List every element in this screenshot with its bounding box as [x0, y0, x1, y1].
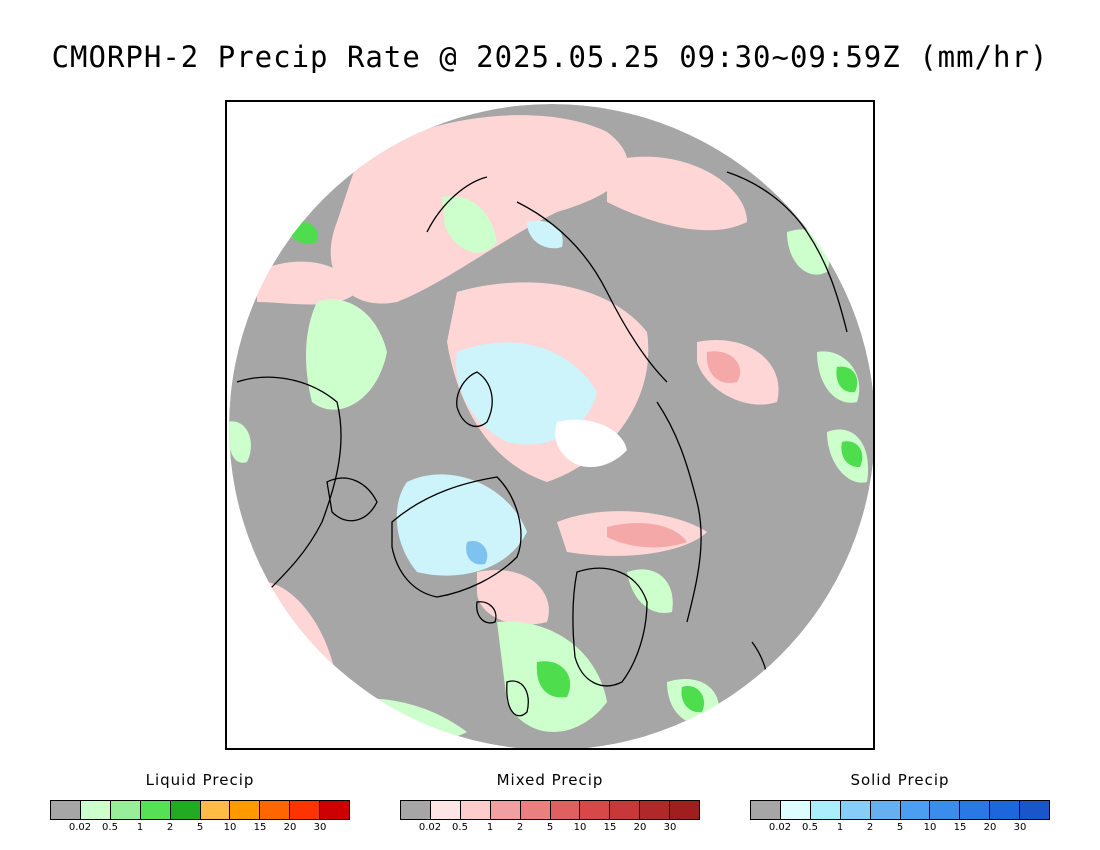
- legend-swatch: [1020, 801, 1050, 819]
- legend-ticks: 0.02 0.5 1 2 5 10 15 20 30: [750, 822, 1050, 836]
- legend-mixed-precip: Mixed Precip 0.02 0.5 1 2 5 10 15 20 30: [400, 770, 700, 836]
- mixed-precip-moderate-areas: [607, 351, 741, 548]
- legend-tick-label: 20: [983, 822, 997, 833]
- legend-swatch: [960, 801, 991, 819]
- legend-tick-label: 5: [196, 822, 204, 833]
- legend-swatch: [170, 801, 201, 819]
- polar-data-gap: [555, 419, 627, 468]
- legend-colorbar: [50, 800, 350, 820]
- legend-swatch: [930, 801, 961, 819]
- legend-tick-label: 30: [313, 822, 327, 833]
- legend-swatch: [490, 801, 521, 819]
- liquid-precip-heavy-areas: [287, 220, 863, 713]
- legend-swatch: [751, 801, 781, 819]
- polar-map: [227, 102, 873, 748]
- legend-colorbar: [750, 800, 1050, 820]
- legend-tick-label: 2: [166, 822, 174, 833]
- legend-tick-label: 0.5: [802, 822, 818, 833]
- legend-swatch: [840, 801, 871, 819]
- legend-swatch: [900, 801, 931, 819]
- legend-swatch: [260, 801, 291, 819]
- legend-ticks: 0.02 0.5 1 2 5 10 15 20 30: [50, 822, 350, 836]
- greenland-coastline: [391, 476, 522, 598]
- legend-swatch: [51, 801, 81, 819]
- legend-liquid-precip: Liquid Precip 0.02 0.5 1 2 5 10 15 20 30: [50, 770, 350, 836]
- legend-swatch: [80, 801, 111, 819]
- iceland-coastline: [476, 601, 497, 624]
- legend-title: Mixed Precip: [496, 771, 604, 789]
- legend-tick-label: 1: [486, 822, 494, 833]
- legend-swatch: [110, 801, 141, 819]
- legend-tick-label: 5: [896, 822, 904, 833]
- russia-coastline: [656, 401, 702, 623]
- legend-swatch: [640, 801, 671, 819]
- british-isles-coastline: [506, 680, 529, 717]
- legend-swatch: [430, 801, 461, 819]
- legend-tick-label: 0.5: [102, 822, 118, 833]
- legend-tick-label: 10: [223, 822, 237, 833]
- legend-tick-label: 30: [663, 822, 677, 833]
- legend-swatch: [580, 801, 611, 819]
- legend-swatch: [870, 801, 901, 819]
- map-frame: [225, 100, 875, 750]
- legend-tick-label: 0.5: [452, 822, 468, 833]
- legend-solid-precip: Solid Precip 0.02 0.5 1 2 5 10 15 20 30: [750, 770, 1050, 836]
- legend-swatch: [780, 801, 811, 819]
- solid-precip-areas: [396, 220, 597, 576]
- legend-tick-label: 30: [1013, 822, 1027, 833]
- solid-precip-moderate-areas: [466, 541, 488, 565]
- legend-tick-label: 20: [633, 822, 647, 833]
- legend-title: Solid Precip: [850, 771, 950, 789]
- legend-swatch: [460, 801, 491, 819]
- east-asia-coastline: [726, 171, 848, 333]
- legend-swatch: [401, 801, 431, 819]
- legend-swatch: [140, 801, 171, 819]
- siberia-coastline: [516, 201, 668, 383]
- alaska-coastline: [426, 176, 488, 233]
- legend-swatch: [670, 801, 700, 819]
- legend-ticks: 0.02 0.5 1 2 5 10 15 20 30: [400, 822, 700, 836]
- coastlines: [236, 171, 848, 717]
- legend-tick-label: 0.02: [768, 822, 792, 833]
- legend-swatch: [290, 801, 321, 819]
- legend-tick-label: 10: [573, 822, 587, 833]
- baffin-coastline: [326, 477, 378, 522]
- legend-swatch: [610, 801, 641, 819]
- legend-tick-label: 10: [923, 822, 937, 833]
- legend-tick-label: 0.02: [68, 822, 92, 833]
- legend-swatch: [230, 801, 261, 819]
- legend-swatch: [990, 801, 1021, 819]
- legend-tick-label: 15: [253, 822, 267, 833]
- legend-swatch: [320, 801, 350, 819]
- legend-tick-label: 0.02: [418, 822, 442, 833]
- legend-tick-label: 5: [546, 822, 554, 833]
- legend-tick-label: 1: [136, 822, 144, 833]
- legend-tick-label: 15: [603, 822, 617, 833]
- legend-swatch: [200, 801, 231, 819]
- scandinavia-coastline: [572, 567, 648, 687]
- legend-colorbar: [400, 800, 700, 820]
- ellesmere-coastline: [456, 371, 493, 427]
- legend-tick-label: 15: [953, 822, 967, 833]
- legend-title: Liquid Precip: [145, 771, 255, 789]
- legend-swatch: [550, 801, 581, 819]
- legend-tick-label: 2: [866, 822, 874, 833]
- north-america-coastline: [236, 376, 342, 593]
- chart-title: CMORPH-2 Precip Rate @ 2025.05.25 09:30~…: [51, 40, 1049, 74]
- legend-swatch: [810, 801, 841, 819]
- legend-tick-label: 1: [836, 822, 844, 833]
- legend-swatch: [520, 801, 551, 819]
- legend-tick-label: 2: [516, 822, 524, 833]
- legend-tick-label: 20: [283, 822, 297, 833]
